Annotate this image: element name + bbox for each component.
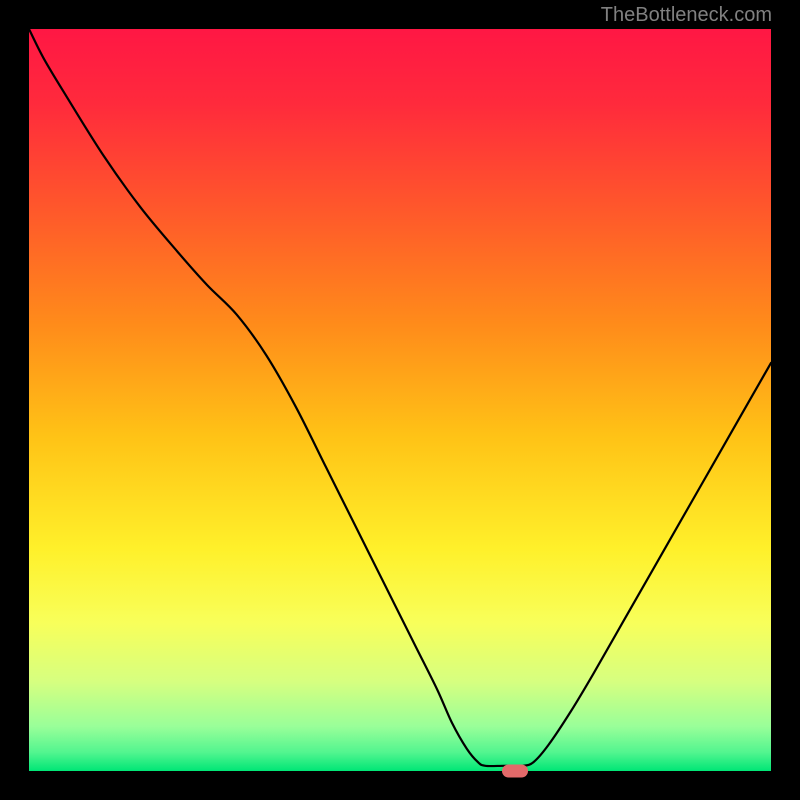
- bottleneck-chart: [0, 0, 800, 800]
- plot-gradient-background: [29, 29, 771, 771]
- optimal-marker: [502, 765, 528, 778]
- watermark-text: TheBottleneck.com: [601, 4, 772, 27]
